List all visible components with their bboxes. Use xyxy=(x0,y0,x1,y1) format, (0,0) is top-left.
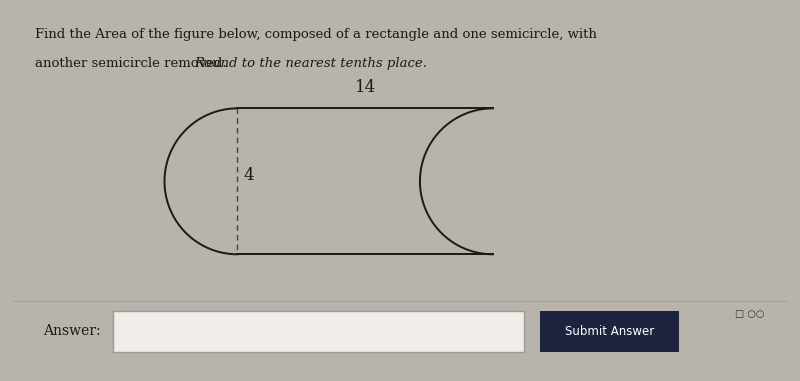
Text: 14: 14 xyxy=(354,78,376,96)
Text: □ ○○: □ ○○ xyxy=(735,309,765,319)
Text: Round to the nearest tenths place.: Round to the nearest tenths place. xyxy=(194,57,427,70)
Text: another semicircle removed.: another semicircle removed. xyxy=(35,57,231,70)
Text: Find the Area of the figure below, composed of a rectangle and one semicircle, w: Find the Area of the figure below, compo… xyxy=(35,28,597,41)
Text: Answer:: Answer: xyxy=(43,325,101,338)
Text: Submit Answer: Submit Answer xyxy=(565,325,654,338)
Text: 4: 4 xyxy=(243,167,254,184)
FancyBboxPatch shape xyxy=(540,311,679,352)
FancyBboxPatch shape xyxy=(113,311,524,352)
